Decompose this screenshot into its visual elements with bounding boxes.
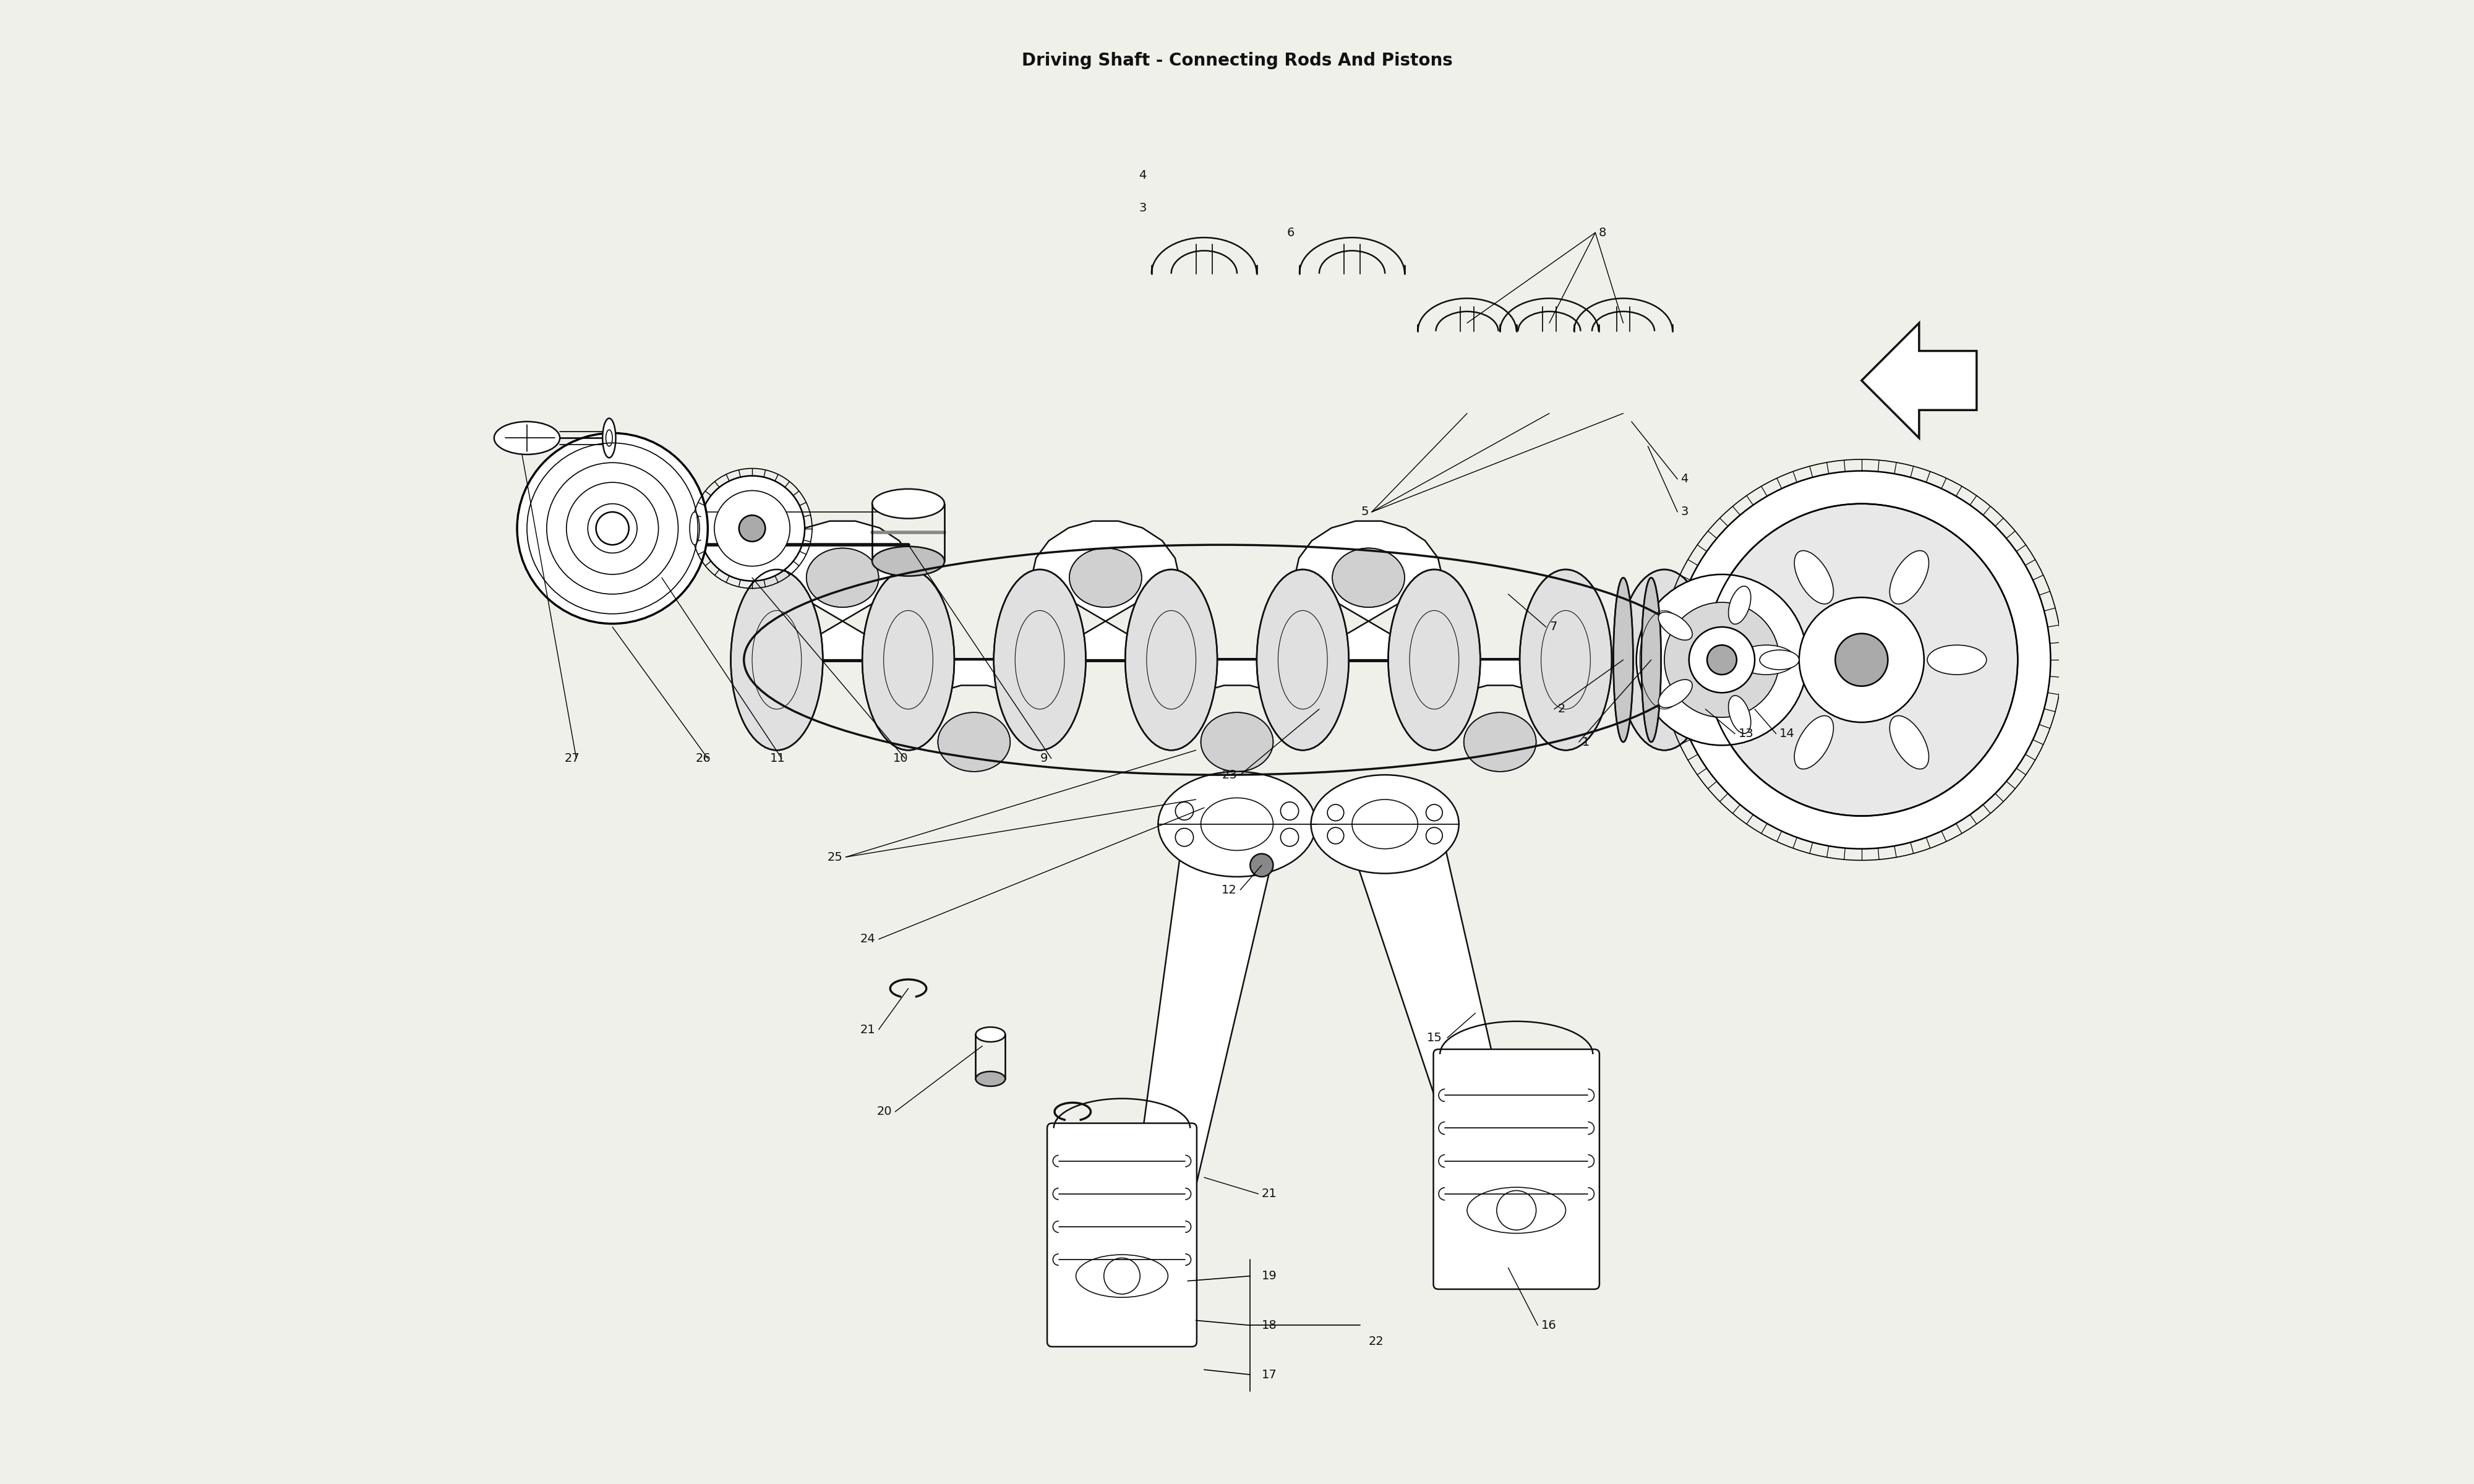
- Text: 6: 6: [1286, 227, 1294, 239]
- Ellipse shape: [1729, 696, 1752, 733]
- Ellipse shape: [1613, 577, 1633, 742]
- Circle shape: [1690, 626, 1754, 693]
- Text: 24: 24: [861, 933, 876, 945]
- Polygon shape: [1163, 660, 1311, 742]
- Text: 26: 26: [695, 752, 710, 764]
- Text: 10: 10: [893, 752, 908, 764]
- Text: 1: 1: [1583, 736, 1591, 748]
- Ellipse shape: [975, 1071, 1004, 1086]
- Text: 25: 25: [826, 852, 844, 862]
- FancyBboxPatch shape: [1047, 1123, 1197, 1346]
- Text: 20: 20: [876, 1106, 891, 1117]
- Text: 12: 12: [1222, 884, 1237, 896]
- Circle shape: [596, 512, 628, 545]
- Ellipse shape: [1388, 570, 1479, 751]
- Ellipse shape: [1658, 611, 1692, 640]
- Ellipse shape: [807, 548, 878, 607]
- Text: 22: 22: [1368, 1336, 1383, 1347]
- Ellipse shape: [1927, 646, 1987, 675]
- Ellipse shape: [604, 418, 616, 457]
- Text: 13: 13: [1739, 729, 1754, 739]
- Ellipse shape: [690, 512, 700, 545]
- Text: 19: 19: [1262, 1270, 1277, 1282]
- FancyBboxPatch shape: [1432, 1049, 1598, 1290]
- Ellipse shape: [1794, 551, 1833, 604]
- Ellipse shape: [1729, 586, 1752, 625]
- Ellipse shape: [995, 570, 1086, 751]
- Circle shape: [1836, 634, 1888, 686]
- Ellipse shape: [1519, 570, 1611, 751]
- Ellipse shape: [1333, 548, 1405, 607]
- Text: 16: 16: [1541, 1319, 1556, 1331]
- Ellipse shape: [1257, 570, 1348, 751]
- Ellipse shape: [873, 488, 945, 518]
- Text: 15: 15: [1427, 1031, 1442, 1043]
- Text: 2: 2: [1559, 703, 1566, 715]
- Text: 23: 23: [1222, 769, 1237, 781]
- Circle shape: [1249, 853, 1274, 877]
- Text: 4: 4: [1680, 473, 1687, 485]
- Polygon shape: [1032, 521, 1180, 660]
- Circle shape: [715, 491, 789, 567]
- Ellipse shape: [873, 546, 945, 576]
- Polygon shape: [1336, 800, 1541, 1267]
- Polygon shape: [769, 521, 915, 660]
- Circle shape: [1799, 598, 1925, 723]
- Circle shape: [1635, 574, 1808, 745]
- Text: 9: 9: [1042, 752, 1049, 764]
- Ellipse shape: [1618, 570, 1710, 751]
- Ellipse shape: [1126, 570, 1217, 751]
- Circle shape: [1665, 603, 1779, 717]
- Ellipse shape: [1200, 712, 1274, 772]
- Text: 5: 5: [1361, 506, 1368, 518]
- Text: 21: 21: [1262, 1189, 1277, 1199]
- Circle shape: [1705, 503, 2019, 816]
- Text: 7: 7: [1549, 622, 1556, 632]
- Ellipse shape: [1658, 680, 1692, 708]
- Ellipse shape: [1737, 646, 1796, 675]
- Ellipse shape: [1890, 551, 1930, 604]
- Ellipse shape: [1465, 712, 1536, 772]
- Text: 17: 17: [1262, 1368, 1277, 1380]
- Text: Driving Shaft - Connecting Rods And Pistons: Driving Shaft - Connecting Rods And Pist…: [1022, 52, 1452, 70]
- Polygon shape: [1116, 800, 1286, 1334]
- Text: 3: 3: [1138, 202, 1145, 214]
- Text: 4: 4: [1138, 169, 1145, 181]
- Circle shape: [1707, 646, 1737, 675]
- Text: 27: 27: [564, 752, 579, 764]
- Ellipse shape: [1794, 715, 1833, 769]
- Polygon shape: [901, 660, 1049, 742]
- Ellipse shape: [1158, 772, 1316, 877]
- Circle shape: [740, 515, 764, 542]
- Text: 8: 8: [1598, 227, 1606, 239]
- Polygon shape: [1860, 324, 1977, 438]
- Polygon shape: [1294, 521, 1442, 660]
- Ellipse shape: [1759, 650, 1799, 669]
- Text: 3: 3: [1680, 506, 1687, 518]
- Circle shape: [1672, 470, 2051, 849]
- Ellipse shape: [1069, 548, 1141, 607]
- Polygon shape: [1425, 660, 1573, 742]
- Ellipse shape: [863, 570, 955, 751]
- Ellipse shape: [938, 712, 1009, 772]
- Text: 14: 14: [1779, 729, 1794, 739]
- Ellipse shape: [1640, 577, 1660, 742]
- Circle shape: [517, 433, 708, 623]
- Text: 18: 18: [1262, 1319, 1277, 1331]
- Ellipse shape: [1311, 775, 1460, 874]
- Ellipse shape: [730, 570, 824, 751]
- Circle shape: [700, 476, 804, 580]
- Ellipse shape: [1890, 715, 1930, 769]
- Ellipse shape: [975, 1027, 1004, 1042]
- Ellipse shape: [495, 421, 559, 454]
- Text: 11: 11: [769, 752, 784, 764]
- Text: 21: 21: [861, 1024, 876, 1036]
